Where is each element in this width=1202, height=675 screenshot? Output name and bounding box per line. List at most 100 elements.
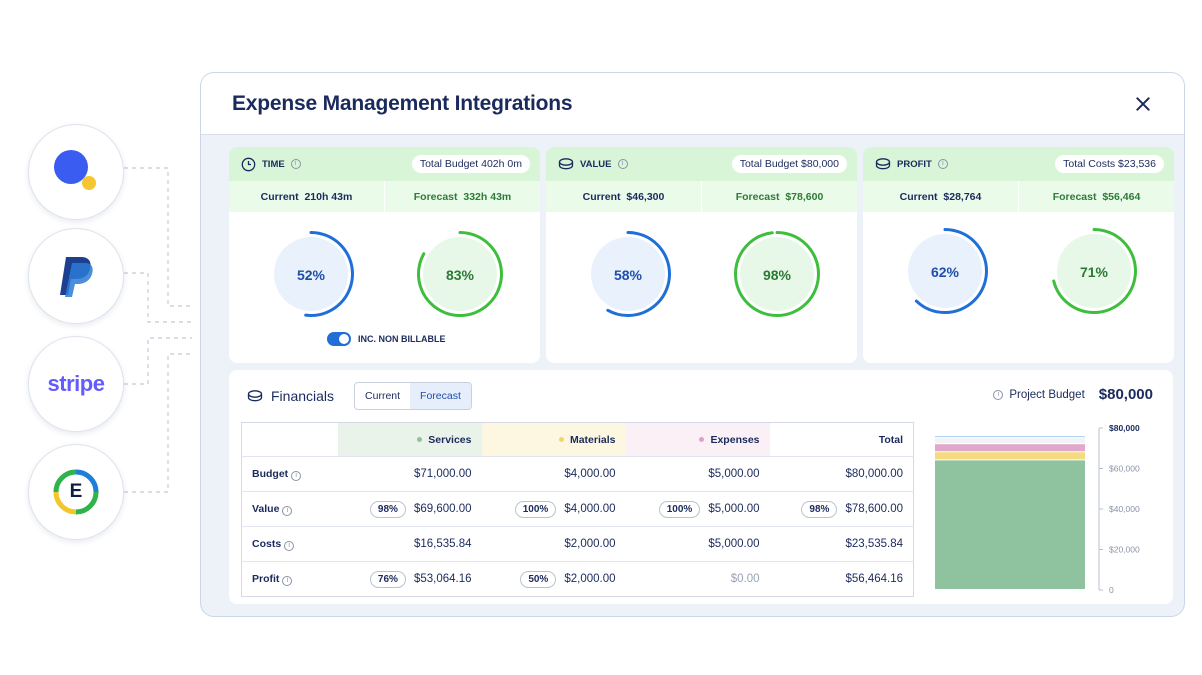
forecast-value: $78,600 [785, 190, 824, 203]
budget-pill: Total Budget $80,000 [731, 155, 847, 173]
card-label: VALUE [580, 158, 612, 170]
stripe-wordmark: stripe [47, 371, 105, 396]
info-icon[interactable]: i [282, 575, 293, 586]
project-budget-value: $80,000 [1098, 386, 1153, 403]
forecast-label: Forecast [413, 190, 458, 203]
row-label: Profit i [242, 562, 338, 597]
row-label: Value i [241, 491, 338, 527]
profit-card: PROFIT i Total Costs $23,536 Current $28… [863, 147, 1174, 363]
coins-icon [247, 390, 263, 402]
cell-value: $5,000.00 [708, 502, 760, 515]
forecast-label: Forecast [735, 190, 780, 203]
expensify-integration[interactable]: E [28, 444, 124, 540]
cell-value: $69,600.00 [413, 502, 472, 515]
table-row-costs: Costs i $16,535.84 $2,000.00 $5,000.00 $… [241, 526, 914, 562]
cell-value: $80,000.00 [845, 468, 903, 480]
card-subheader: Current $46,300 Forecast $78,600 [546, 181, 857, 212]
table-cell: $71,000.00 [337, 456, 482, 492]
current-label: Current [582, 190, 621, 203]
modal-header: Expense Management Integrations [201, 73, 1184, 135]
cell-value: $4,000.00 [564, 502, 616, 515]
tab-current[interactable]: Current [365, 390, 401, 402]
info-icon[interactable]: i [284, 540, 295, 551]
info-icon[interactable]: i [993, 389, 1004, 400]
bar-segment-0 [935, 460, 1085, 589]
info-icon[interactable]: i [282, 505, 293, 516]
table-cell: $80,000.00 [769, 456, 914, 492]
budget-value: $23,536 [1118, 158, 1156, 170]
table-header-row: Services Materials Expenses Total [241, 422, 914, 457]
paypal-logo-icon [60, 257, 93, 297]
current-progress-ring [268, 231, 354, 317]
close-button[interactable] [1132, 93, 1154, 115]
budget-pill: Total Costs $23,536 [1055, 155, 1164, 173]
column-label: Materials [569, 433, 616, 446]
current-label: Current [260, 190, 299, 203]
stripe-integration[interactable]: stripe [28, 336, 124, 432]
cell-value: $2,000.00 [564, 572, 616, 585]
forecast-progress-ring [734, 231, 820, 317]
column-header-total: Total [769, 422, 914, 457]
toggle-label: INC. NON BILLABLE [358, 334, 446, 344]
coins-icon [875, 158, 891, 170]
y-tick-label: $40,000 [1109, 504, 1140, 514]
materials-dot-icon [558, 437, 564, 443]
table-cell: $5,000.00 [625, 526, 770, 562]
harvest-logo-icon [54, 150, 96, 190]
column-header-materials: Materials [481, 422, 626, 457]
forecast-summary: Forecast $56,464 [1018, 181, 1174, 212]
forecast-value: $56,464 [1102, 190, 1141, 203]
table-cell: 98% $78,600.00 [769, 491, 914, 527]
expenses-dot-icon [699, 437, 705, 443]
budget-pill: Total Budget 402h 0m [411, 155, 530, 173]
current-summary: Current $28,764 [863, 181, 1018, 212]
forecast-progress-ring [1051, 228, 1137, 314]
current-percent: 62% [930, 264, 960, 280]
info-icon[interactable]: i [290, 159, 301, 169]
forecast-summary: Forecast 332h 43m [384, 181, 540, 212]
card-label: PROFIT [897, 158, 932, 170]
table-row-budget: Budget i $71,000.00 $4,000.00 $5,000.00 … [241, 456, 914, 492]
card-subheader: Current 210h 43m Forecast 332h 43m [229, 181, 540, 212]
non-billable-toggle[interactable] [327, 332, 351, 346]
card-label: TIME [262, 158, 285, 170]
cell-value: $2,000.00 [564, 538, 616, 550]
harvest-integration[interactable] [28, 124, 124, 220]
cell-value: $0.00 [730, 573, 760, 585]
current-progress-ring [585, 231, 671, 317]
forecast-percent: 83% [445, 267, 475, 283]
current-progress-ring [902, 228, 988, 314]
y-tick-label: $60,000 [1109, 464, 1140, 474]
row-label-text: Costs [252, 537, 282, 550]
tab-forecast[interactable]: Forecast [410, 383, 471, 409]
budget-bar-chart: $80,000 $60,000 $40,000 $20,000 0 [935, 423, 1140, 595]
info-icon[interactable]: i [937, 159, 948, 169]
paypal-integration[interactable] [28, 228, 124, 324]
services-dot-icon [417, 437, 423, 443]
budget-value: 402h 0m [481, 158, 522, 170]
budget-label: Total Budget [739, 158, 799, 170]
column-header-services: Services [337, 422, 482, 457]
current-label: Current [899, 190, 938, 203]
view-toggle: Current Forecast [354, 382, 472, 410]
info-icon[interactable]: i [291, 470, 302, 481]
table-row-profit: Profit i 76% $53,064.16 50% $2,000.00 $0.0… [242, 562, 914, 597]
expensify-letter: E [69, 481, 83, 502]
row-label: Costs i [241, 526, 338, 562]
cell-value: $78,600.00 [845, 502, 903, 515]
forecast-percent: 98% [762, 267, 792, 283]
current-percent: 52% [296, 267, 326, 283]
current-summary: Current 210h 43m [229, 181, 384, 212]
table-cell: 50% $2,000.00 [482, 562, 626, 597]
table-cell: $56,464.16 [770, 562, 914, 597]
column-label: Services [428, 433, 472, 446]
financials-table: Services Materials Expenses Total Budget… [241, 422, 914, 597]
table-cell: $23,535.84 [769, 526, 914, 562]
row-label-text: Budget [252, 467, 289, 480]
row-label-text: Profit [252, 572, 280, 585]
percent-badge: 100% [514, 500, 557, 518]
cell-value: $16,535.84 [413, 538, 472, 550]
table-cell: $5,000.00 [625, 456, 770, 492]
info-icon[interactable]: i [617, 159, 628, 169]
column-header-expenses: Expenses [625, 422, 770, 457]
